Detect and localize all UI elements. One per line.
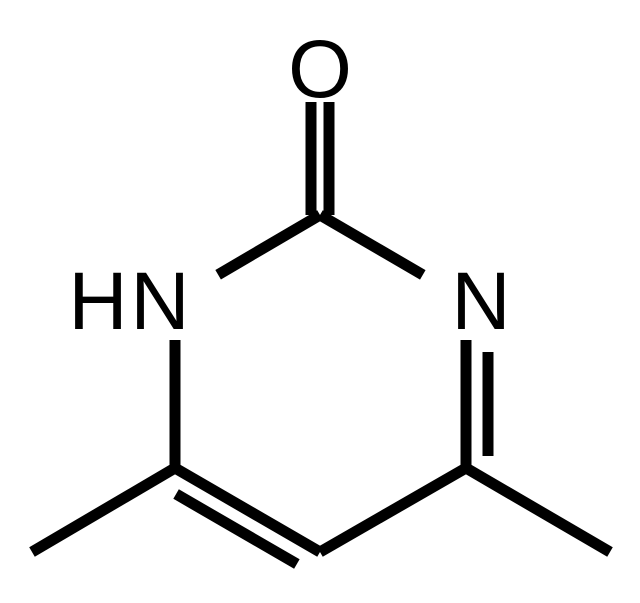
c-top-to-n-right bbox=[320, 215, 423, 275]
c-br-to-c-bot bbox=[320, 468, 466, 552]
molecule-diagram: OHNN bbox=[0, 0, 640, 603]
nitrogen-label: N bbox=[451, 256, 510, 347]
c-br-to-me-right bbox=[466, 468, 610, 552]
oxygen-label: O bbox=[288, 24, 352, 115]
hn-h-label: H bbox=[68, 256, 127, 347]
atom-labels-group: OHNN bbox=[68, 24, 510, 347]
c-bl-to-me-left bbox=[32, 468, 175, 552]
c-top-to-n-left bbox=[218, 215, 320, 275]
hn-n-label: N bbox=[130, 256, 189, 347]
